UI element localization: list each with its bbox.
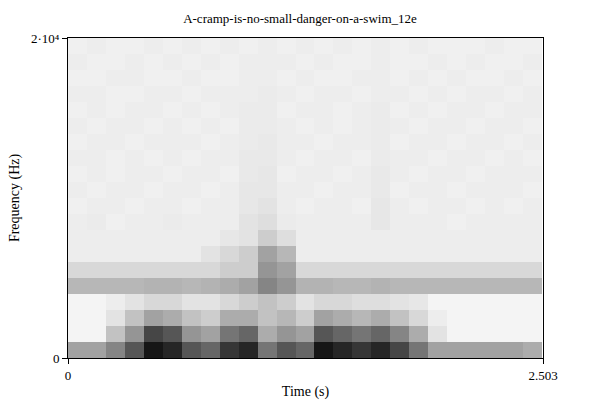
svg-text:A-cramp-is-no-small-danger-on-: A-cramp-is-no-small-danger-on-a-swim_12e (183, 11, 417, 26)
svg-text:0: 0 (53, 351, 60, 366)
svg-text:2·10⁴: 2·10⁴ (31, 31, 60, 46)
svg-text:Frequency (Hz): Frequency (Hz) (7, 154, 23, 243)
svg-text:2.503: 2.503 (528, 368, 557, 383)
svg-text:0: 0 (65, 368, 72, 383)
svg-text:Time (s): Time (s) (282, 384, 330, 400)
